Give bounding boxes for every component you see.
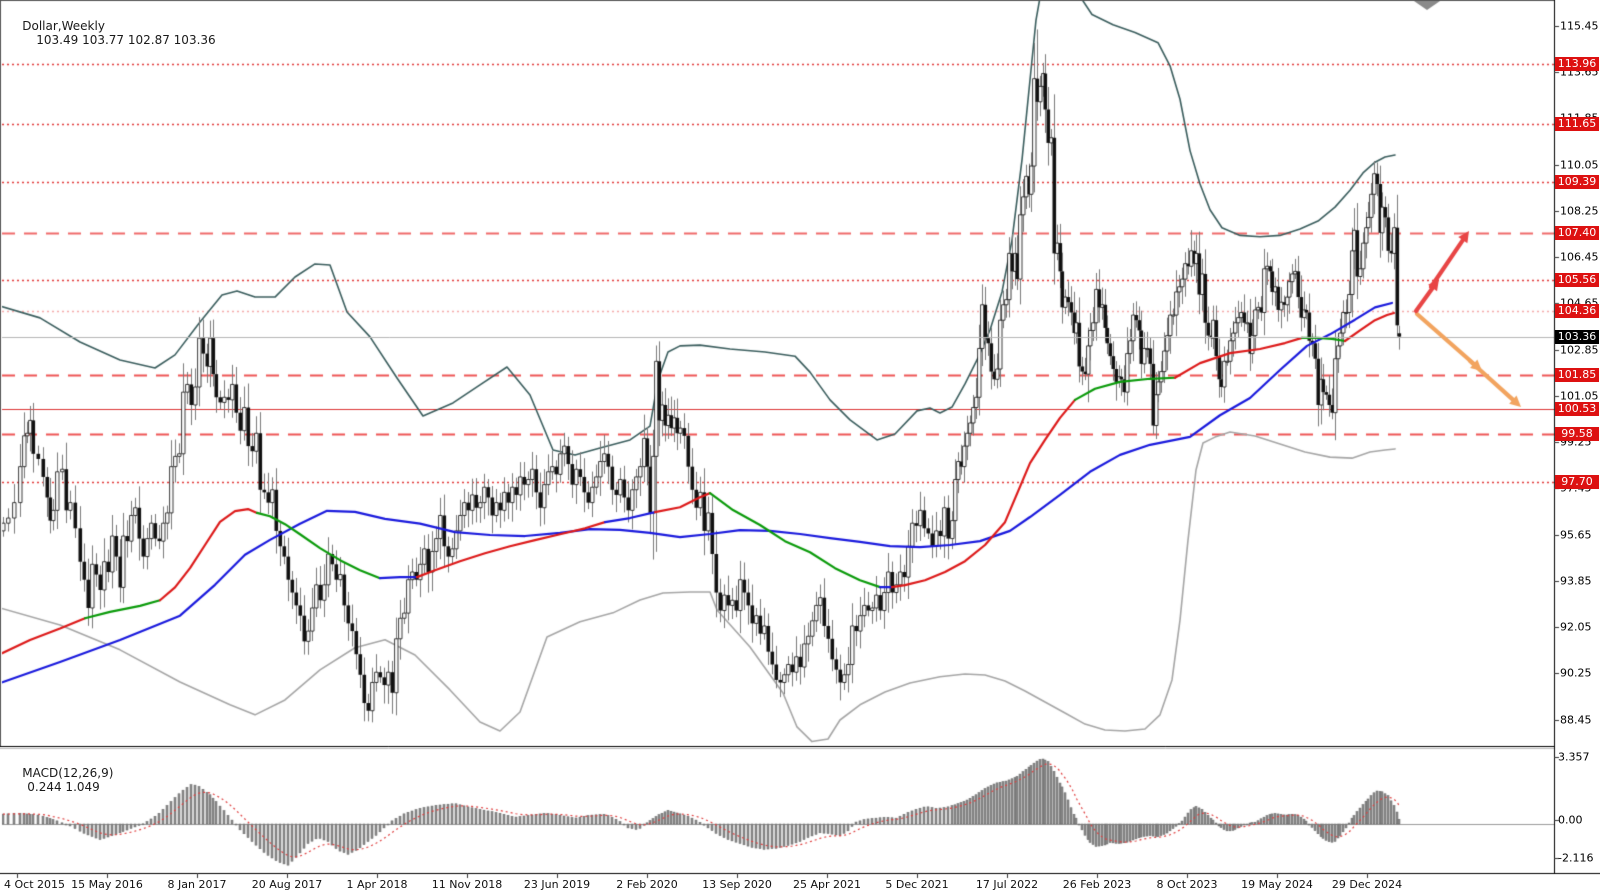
price-tick-label: 102.85: [1560, 343, 1599, 357]
chart-title: Dollar,Weekly 103.49 103.77 102.87 103.3…: [7, 5, 216, 61]
date-tick-label: 4 Oct 2015: [4, 878, 66, 891]
level-price-label[interactable]: 111.65: [1555, 116, 1599, 131]
price-tick-label: 101.05: [1560, 389, 1599, 403]
date-tick-label: 26 Feb 2023: [1062, 878, 1132, 891]
date-tick-label: 13 Sep 2020: [702, 878, 772, 891]
level-price-label[interactable]: 105.56: [1555, 273, 1599, 288]
price-tick-label: 110.05: [1560, 158, 1599, 172]
date-tick-label: 17 Jul 2022: [975, 878, 1039, 891]
date-tick-label: 29 Dec 2024: [1331, 878, 1403, 891]
date-tick-label: 23 Jun 2019: [523, 878, 591, 891]
date-tick-label: 8 Jan 2017: [167, 878, 227, 891]
price-tick-label: 88.45: [1560, 713, 1592, 727]
level-price-label[interactable]: 100.53: [1555, 402, 1599, 417]
level-price-label[interactable]: 101.85: [1555, 368, 1599, 383]
level-price-label[interactable]: 113.96: [1555, 57, 1599, 72]
macd-values: 0.244 1.049: [27, 780, 100, 794]
date-tick-label: 2 Feb 2020: [616, 878, 678, 891]
level-price-label[interactable]: 104.36: [1555, 303, 1599, 318]
macd-indicator-label: MACD(12,26,9) 0.244 1.049: [7, 752, 113, 808]
price-tick-label: 93.85: [1560, 574, 1592, 588]
ohlc-readout: 103.49 103.77 102.87 103.36: [36, 33, 216, 47]
date-tick-label: 20 Aug 2017: [251, 878, 323, 891]
price-tick-label: 92.05: [1560, 620, 1592, 634]
level-price-label[interactable]: 97.70: [1555, 475, 1599, 490]
macd-name: MACD(12,26,9): [22, 766, 114, 780]
date-tick-label: 11 Nov 2018: [431, 878, 503, 891]
symbol-timeframe-label: Dollar,Weekly: [22, 19, 105, 33]
price-tick-label: 108.25: [1560, 204, 1599, 218]
level-price-label[interactable]: 99.58: [1555, 426, 1599, 441]
date-tick-label: 25 Apr 2021: [792, 878, 862, 891]
macd-tick-label: -2.116: [1558, 851, 1594, 865]
current-price-label: 103.36: [1555, 329, 1599, 344]
macd-tick-label: 3.357: [1558, 750, 1590, 764]
date-tick-label: 19 May 2024: [1241, 878, 1313, 891]
price-tick-label: 95.65: [1560, 528, 1592, 542]
level-price-label[interactable]: 109.39: [1555, 174, 1599, 189]
level-price-label[interactable]: 107.40: [1555, 225, 1599, 240]
price-tick-label: 90.25: [1560, 666, 1592, 680]
macd-tick-label: 0.00: [1558, 813, 1583, 827]
date-tick-label: 15 May 2016: [71, 878, 143, 891]
price-tick-label: 106.45: [1560, 250, 1599, 264]
date-tick-label: 8 Oct 2023: [1156, 878, 1218, 891]
date-tick-label: 5 Dec 2021: [885, 878, 949, 891]
price-tick-label: 115.45: [1560, 19, 1599, 33]
date-tick-label: 1 Apr 2018: [346, 878, 408, 891]
